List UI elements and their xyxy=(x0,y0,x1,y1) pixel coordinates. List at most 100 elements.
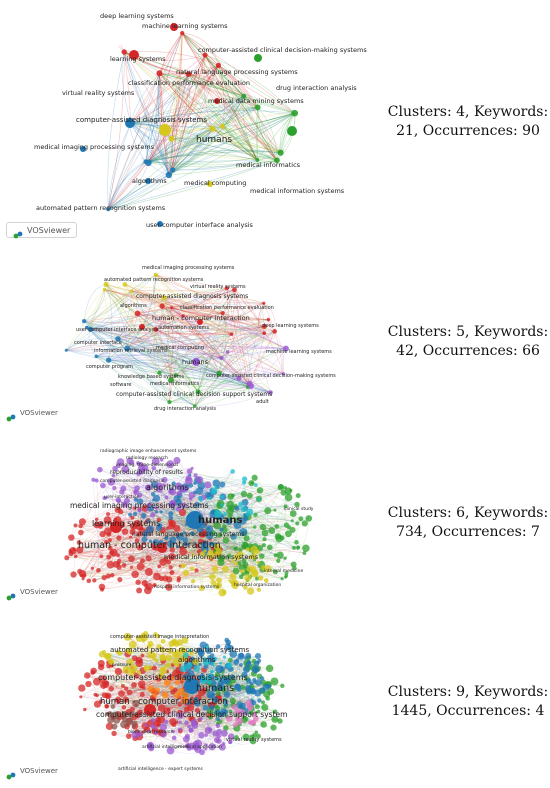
network-edge xyxy=(107,32,183,210)
network-node xyxy=(214,551,220,557)
network-edge xyxy=(206,683,218,713)
network-edge xyxy=(169,289,235,403)
network-node xyxy=(249,687,256,695)
network-node xyxy=(155,633,160,639)
network-edge xyxy=(175,661,233,678)
network-node xyxy=(272,709,278,715)
network-edge xyxy=(171,112,295,140)
network-edge xyxy=(148,126,223,164)
network-hub-node xyxy=(125,118,135,128)
network-edge xyxy=(80,496,231,533)
network-node xyxy=(198,585,205,592)
network-edge xyxy=(131,290,275,332)
network-edge xyxy=(155,326,265,335)
network-edge xyxy=(121,491,222,508)
network-edge xyxy=(131,289,264,304)
network-edge xyxy=(205,662,237,750)
network-edge xyxy=(129,637,155,669)
network-edge xyxy=(148,95,245,164)
network-edge xyxy=(96,332,265,357)
network-node xyxy=(78,684,86,692)
network-edge xyxy=(194,373,220,407)
network-node xyxy=(244,716,249,721)
network-node xyxy=(280,489,287,496)
network-edge xyxy=(83,320,220,374)
network-node xyxy=(267,544,273,551)
network-node xyxy=(153,730,159,735)
network-node xyxy=(271,715,279,723)
network-node xyxy=(168,135,175,142)
network-node xyxy=(98,651,106,658)
network-hub-node xyxy=(170,23,178,31)
network-edge xyxy=(155,274,265,327)
network-edge xyxy=(123,51,170,176)
network-node xyxy=(233,553,241,561)
network-node xyxy=(250,553,258,560)
network-edge xyxy=(86,327,286,349)
network-edge xyxy=(188,73,295,114)
network-edge xyxy=(276,113,296,161)
network-edge xyxy=(90,328,286,349)
network-edge xyxy=(172,95,245,171)
network-edge xyxy=(108,571,276,577)
network-edge xyxy=(257,107,278,161)
network-node xyxy=(263,578,269,583)
network-node xyxy=(246,587,255,595)
network-node xyxy=(93,692,98,697)
network-edge xyxy=(218,65,295,114)
network-edge xyxy=(142,640,186,665)
network-edge xyxy=(161,547,271,579)
network-edge xyxy=(243,95,278,161)
network-edge xyxy=(130,106,258,124)
network-edge xyxy=(161,482,217,513)
network-node xyxy=(256,660,260,664)
network-node xyxy=(289,510,297,517)
network-edge xyxy=(164,297,264,309)
network-edge xyxy=(212,128,258,161)
network-edge xyxy=(123,51,132,124)
network-edge xyxy=(172,54,206,171)
network-edge xyxy=(70,551,246,565)
network-edge xyxy=(143,661,249,689)
network-node xyxy=(133,489,140,496)
network-edge xyxy=(155,269,164,276)
network-node xyxy=(241,476,248,482)
network-edge xyxy=(141,468,241,555)
network-edge xyxy=(155,329,222,359)
network-edge xyxy=(104,289,275,332)
network-edge xyxy=(159,73,258,161)
network-node xyxy=(81,318,87,324)
network-edge xyxy=(126,290,134,349)
network-edge xyxy=(208,660,238,731)
network-edge xyxy=(111,662,168,683)
network-edge xyxy=(194,331,275,407)
network-node xyxy=(272,329,278,334)
network-node xyxy=(120,684,126,689)
network-node xyxy=(198,716,203,721)
network-edge xyxy=(155,274,284,375)
network-edge xyxy=(204,54,295,114)
network-node xyxy=(188,728,194,733)
network-node xyxy=(173,373,179,378)
network-node xyxy=(227,657,233,663)
network-edge xyxy=(86,290,132,328)
network-edge xyxy=(224,513,293,522)
node-label: learning systems xyxy=(92,519,160,528)
network-edge xyxy=(249,348,287,385)
network-node xyxy=(140,513,147,519)
network-node xyxy=(209,125,216,132)
network-node xyxy=(121,465,130,474)
network-edge xyxy=(211,655,255,736)
network-hub-node xyxy=(139,324,145,330)
network-edge xyxy=(171,65,219,139)
network-node xyxy=(261,543,266,548)
node-label: algorithms xyxy=(178,656,216,664)
network-node xyxy=(242,665,250,673)
network-node xyxy=(185,661,193,669)
network-node xyxy=(147,665,153,670)
network-node xyxy=(230,469,235,474)
network-edge xyxy=(183,315,228,353)
network-edge xyxy=(215,566,263,570)
network-edge xyxy=(139,716,228,738)
network-edge xyxy=(153,329,160,373)
